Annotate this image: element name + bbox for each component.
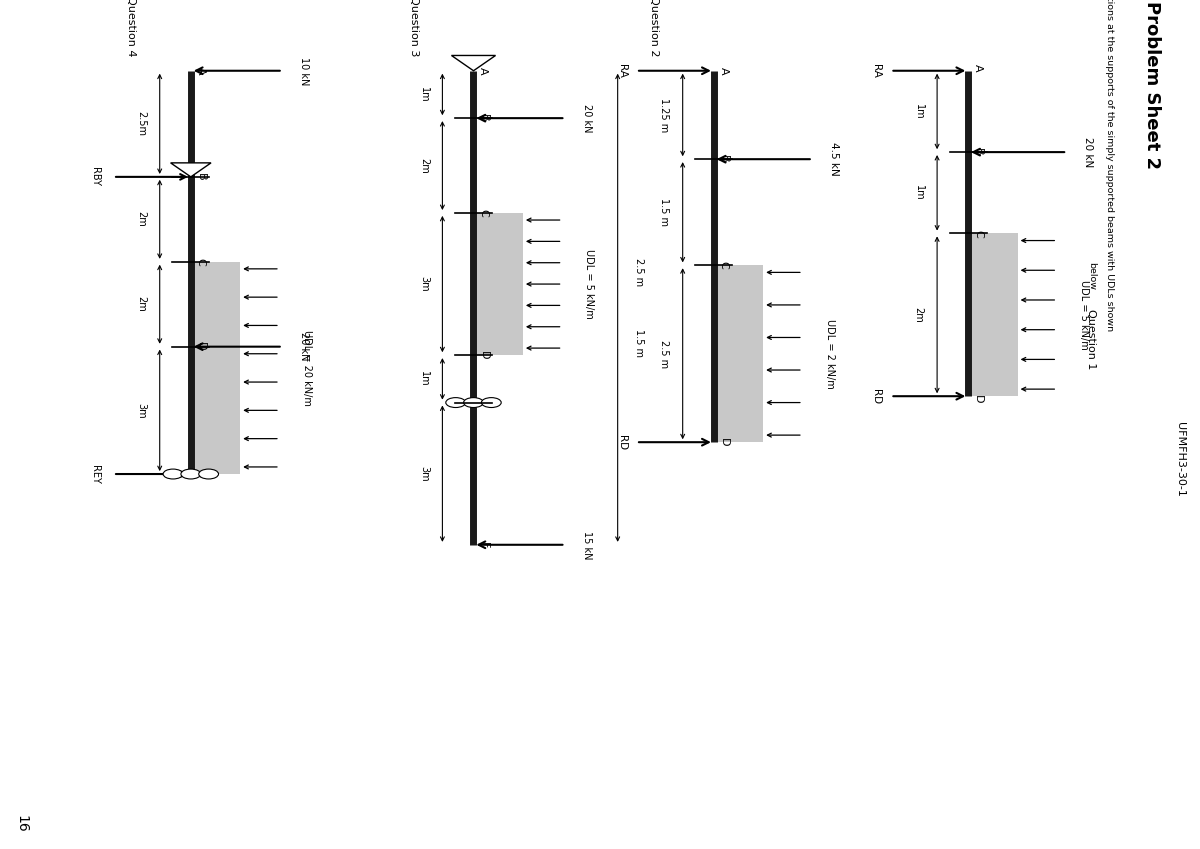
Text: 1.5 m: 1.5 m: [659, 199, 670, 226]
Text: 2m: 2m: [913, 307, 924, 323]
Text: 15 kN: 15 kN: [582, 531, 592, 559]
Text: below: below: [1087, 262, 1096, 290]
Text: UDL = 2 kN/m: UDL = 2 kN/m: [824, 319, 835, 389]
Text: REY: REY: [90, 464, 100, 483]
Text: UDL = 5 kN/m: UDL = 5 kN/m: [584, 250, 594, 319]
Text: E: E: [196, 470, 205, 477]
Text: 2.5 m: 2.5 m: [634, 258, 644, 286]
Bar: [191, 261, 240, 474]
Text: UDL = 5 kN/m: UDL = 5 kN/m: [1079, 280, 1090, 350]
Text: 2m: 2m: [137, 211, 146, 228]
Text: 1.25 m: 1.25 m: [659, 98, 670, 132]
Text: Question 3: Question 3: [409, 0, 419, 57]
Text: E: E: [479, 399, 488, 406]
Text: RBY: RBY: [90, 167, 100, 187]
Text: D: D: [479, 351, 488, 359]
Text: Question 1: Question 1: [1086, 309, 1096, 370]
Circle shape: [181, 469, 200, 479]
Text: A: A: [196, 67, 205, 75]
Text: B: B: [719, 155, 728, 163]
Text: B: B: [196, 173, 205, 181]
Text: 3m: 3m: [419, 276, 430, 292]
Text: 2m: 2m: [419, 158, 430, 173]
Text: RD: RD: [871, 389, 881, 404]
Circle shape: [199, 469, 218, 479]
Bar: [714, 265, 763, 442]
Text: A: A: [719, 67, 728, 75]
Text: 1m: 1m: [913, 185, 924, 200]
Text: RD: RD: [617, 435, 626, 450]
Text: Problem Sheet 2: Problem Sheet 2: [1142, 1, 1160, 169]
Circle shape: [445, 397, 466, 408]
Text: UFMFH3-30-1: UFMFH3-30-1: [1175, 423, 1186, 498]
Text: 2m: 2m: [137, 296, 146, 312]
Text: Calculate the reactions at the supports of the simply supported beams with UDLs : Calculate the reactions at the supports …: [1105, 0, 1114, 331]
Text: Question 2: Question 2: [649, 0, 660, 57]
Text: B: B: [479, 115, 488, 122]
Circle shape: [481, 397, 502, 408]
Text: 20 kN: 20 kN: [582, 104, 592, 132]
Text: 1m: 1m: [419, 87, 430, 102]
Text: 20 kN: 20 kN: [299, 333, 308, 361]
Text: C: C: [973, 229, 983, 238]
Text: 16: 16: [14, 815, 29, 833]
Text: 10 kN: 10 kN: [299, 57, 308, 85]
Text: D: D: [196, 342, 205, 351]
Text: 2.5 m: 2.5 m: [659, 340, 670, 368]
Text: UDL = 20 kN/m: UDL = 20 kN/m: [301, 330, 312, 406]
Text: 1.5 m: 1.5 m: [634, 329, 644, 357]
Text: C: C: [719, 261, 728, 269]
Text: Question 4: Question 4: [126, 0, 137, 57]
Bar: [474, 213, 523, 355]
Text: C: C: [479, 209, 488, 216]
Text: 3m: 3m: [137, 402, 146, 419]
Text: RA: RA: [617, 64, 626, 78]
Text: A: A: [973, 65, 983, 71]
Text: 1m: 1m: [913, 104, 924, 119]
Text: F: F: [479, 542, 488, 548]
Text: D: D: [973, 395, 983, 403]
Text: B: B: [973, 149, 983, 156]
Circle shape: [463, 397, 484, 408]
Polygon shape: [170, 163, 211, 177]
Polygon shape: [451, 55, 496, 70]
Text: D: D: [719, 438, 728, 447]
Text: 4.5 kN: 4.5 kN: [829, 143, 839, 176]
Text: 1m: 1m: [419, 371, 430, 386]
Text: 20 kN: 20 kN: [1084, 137, 1093, 167]
Text: 3m: 3m: [419, 466, 430, 481]
Bar: [968, 233, 1018, 396]
Text: C: C: [196, 258, 205, 266]
Text: A: A: [479, 67, 488, 75]
Text: RA: RA: [871, 64, 881, 78]
Text: 2.5m: 2.5m: [137, 111, 146, 137]
Circle shape: [163, 469, 182, 479]
